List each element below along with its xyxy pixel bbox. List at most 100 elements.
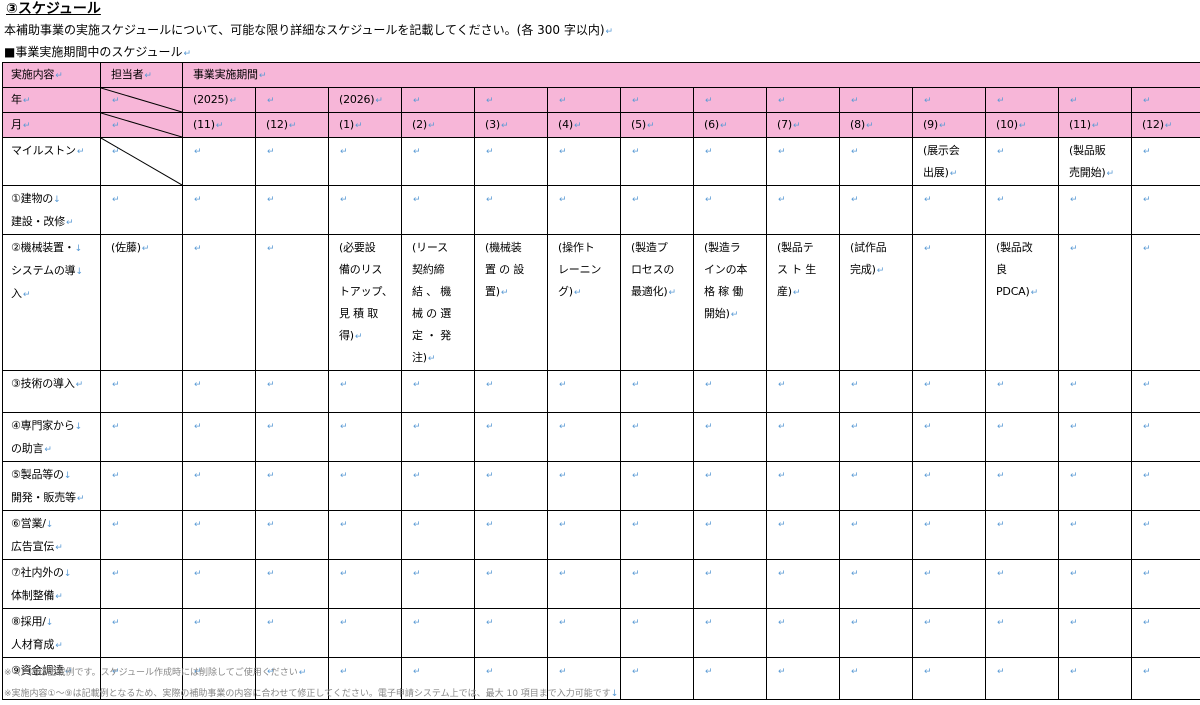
schedule-cell[interactable]: ↵ <box>1058 412 1132 462</box>
schedule-cell[interactable]: ↵ <box>182 559 256 609</box>
schedule-cell[interactable]: ↵ <box>620 461 694 511</box>
schedule-cell[interactable]: ↵ <box>912 559 986 609</box>
schedule-cell[interactable]: ↵ <box>255 510 329 560</box>
schedule-cell[interactable]: (試作品 完成)↵ <box>839 234 913 371</box>
schedule-cell[interactable]: ↵ <box>182 412 256 462</box>
schedule-cell[interactable]: ↵ <box>839 137 913 186</box>
schedule-cell[interactable]: ↵ <box>474 608 548 658</box>
person-cell[interactable]: ↵ <box>100 412 183 462</box>
schedule-cell[interactable]: ↵ <box>474 510 548 560</box>
person-cell[interactable]: ↵ <box>100 370 183 413</box>
schedule-cell[interactable]: ↵ <box>401 559 475 609</box>
schedule-cell[interactable]: ↵ <box>182 234 256 371</box>
schedule-cell[interactable]: ↵ <box>1130 370 1200 413</box>
schedule-cell[interactable]: ↵ <box>474 185 548 235</box>
schedule-cell[interactable]: ↵ <box>620 412 694 462</box>
schedule-cell[interactable]: ↵ <box>1058 185 1132 235</box>
month-cell[interactable]: (12)↵ <box>1130 112 1200 138</box>
schedule-cell[interactable]: ↵ <box>328 370 402 413</box>
schedule-cell[interactable]: ↵ <box>766 412 840 462</box>
schedule-cell[interactable]: ↵ <box>839 461 913 511</box>
schedule-cell[interactable]: ↵ <box>1130 412 1200 462</box>
schedule-cell[interactable]: ↵ <box>328 608 402 658</box>
schedule-cell[interactable]: ↵ <box>328 137 402 186</box>
month-cell[interactable]: (8)↵ <box>839 112 913 138</box>
schedule-cell[interactable]: ↵ <box>766 510 840 560</box>
schedule-cell[interactable]: ↵ <box>255 461 329 511</box>
schedule-cell[interactable]: ↵ <box>766 657 840 700</box>
schedule-cell[interactable]: ↵ <box>766 559 840 609</box>
schedule-cell[interactable]: ↵ <box>547 185 621 235</box>
schedule-cell[interactable]: ↵ <box>985 137 1059 186</box>
person-cell[interactable]: ↵ <box>100 608 183 658</box>
schedule-cell[interactable]: ↵ <box>255 234 329 371</box>
schedule-cell[interactable]: (必要設 備のリス トアップ、見 積 取得)↵ <box>328 234 402 371</box>
schedule-cell[interactable]: ↵ <box>401 510 475 560</box>
person-cell[interactable]: (佐藤)↵ <box>100 234 183 371</box>
schedule-cell[interactable]: ↵ <box>1130 461 1200 511</box>
schedule-cell[interactable]: (製造ラ インの本格 稼 働開始)↵ <box>693 234 767 371</box>
schedule-cell[interactable]: ↵ <box>547 657 621 700</box>
schedule-cell[interactable]: ↵ <box>1130 559 1200 609</box>
schedule-cell[interactable]: ↵ <box>766 461 840 511</box>
schedule-cell[interactable]: ↵ <box>1130 608 1200 658</box>
year-cell[interactable]: ↵ <box>1130 87 1200 113</box>
year-cell[interactable]: ↵ <box>766 87 840 113</box>
schedule-cell[interactable]: ↵ <box>547 510 621 560</box>
year-cell[interactable]: ↵ <box>401 87 475 113</box>
schedule-cell[interactable]: ↵ <box>1130 510 1200 560</box>
schedule-cell[interactable]: ↵ <box>620 510 694 560</box>
schedule-cell[interactable]: (製造プ ロセスの 最適化)↵ <box>620 234 694 371</box>
schedule-cell[interactable]: ↵ <box>839 412 913 462</box>
schedule-cell[interactable]: ↵ <box>401 137 475 186</box>
year-cell[interactable]: (2025)↵ <box>182 87 256 113</box>
schedule-cell[interactable]: ↵ <box>401 412 475 462</box>
schedule-cell[interactable]: ↵ <box>547 412 621 462</box>
schedule-cell[interactable]: ↵ <box>547 137 621 186</box>
schedule-cell[interactable]: ↵ <box>474 461 548 511</box>
month-cell[interactable]: (2)↵ <box>401 112 475 138</box>
month-cell[interactable]: (3)↵ <box>474 112 548 138</box>
schedule-cell[interactable]: ↵ <box>766 608 840 658</box>
month-cell[interactable]: (4)↵ <box>547 112 621 138</box>
schedule-cell[interactable]: (製品テス ト 生産)↵ <box>766 234 840 371</box>
schedule-cell[interactable]: ↵ <box>985 608 1059 658</box>
schedule-cell[interactable]: ↵ <box>255 608 329 658</box>
schedule-cell[interactable]: ↵ <box>693 137 767 186</box>
schedule-cell[interactable]: ↵ <box>182 510 256 560</box>
month-cell[interactable]: (1)↵ <box>328 112 402 138</box>
schedule-cell[interactable]: ↵ <box>839 559 913 609</box>
schedule-cell[interactable]: ↵ <box>985 185 1059 235</box>
schedule-cell[interactable]: ↵ <box>255 137 329 186</box>
schedule-cell[interactable]: ↵ <box>255 657 329 700</box>
schedule-cell[interactable]: ↵ <box>328 412 402 462</box>
month-cell[interactable]: (11)↵ <box>182 112 256 138</box>
year-cell[interactable]: ↵ <box>620 87 694 113</box>
month-cell[interactable]: (5)↵ <box>620 112 694 138</box>
month-cell[interactable]: (9)↵ <box>912 112 986 138</box>
month-cell[interactable]: (12)↵ <box>255 112 329 138</box>
schedule-cell[interactable]: ↵ <box>693 608 767 658</box>
schedule-cell[interactable]: ↵ <box>182 185 256 235</box>
schedule-cell[interactable]: ↵ <box>1058 559 1132 609</box>
schedule-cell[interactable]: ↵ <box>1058 510 1132 560</box>
schedule-cell[interactable]: ↵ <box>255 370 329 413</box>
schedule-cell[interactable]: ↵ <box>547 559 621 609</box>
schedule-cell[interactable]: ↵ <box>620 657 694 700</box>
schedule-cell[interactable]: ↵ <box>255 559 329 609</box>
year-cell[interactable]: ↵ <box>547 87 621 113</box>
schedule-cell[interactable]: ↵ <box>255 412 329 462</box>
schedule-cell[interactable]: ↵ <box>328 510 402 560</box>
schedule-cell[interactable]: ↵ <box>912 510 986 560</box>
person-cell[interactable]: ↵ <box>100 185 183 235</box>
schedule-cell[interactable]: ↵ <box>474 370 548 413</box>
schedule-cell[interactable]: ↵ <box>401 370 475 413</box>
schedule-cell[interactable]: ↵ <box>255 185 329 235</box>
schedule-cell[interactable]: ↵ <box>766 370 840 413</box>
schedule-cell[interactable]: ↵ <box>766 185 840 235</box>
schedule-cell[interactable]: ↵ <box>474 412 548 462</box>
schedule-cell[interactable]: ↵ <box>328 185 402 235</box>
schedule-cell[interactable]: ↵ <box>912 412 986 462</box>
schedule-cell[interactable]: ↵ <box>182 608 256 658</box>
schedule-cell[interactable]: ↵ <box>985 461 1059 511</box>
